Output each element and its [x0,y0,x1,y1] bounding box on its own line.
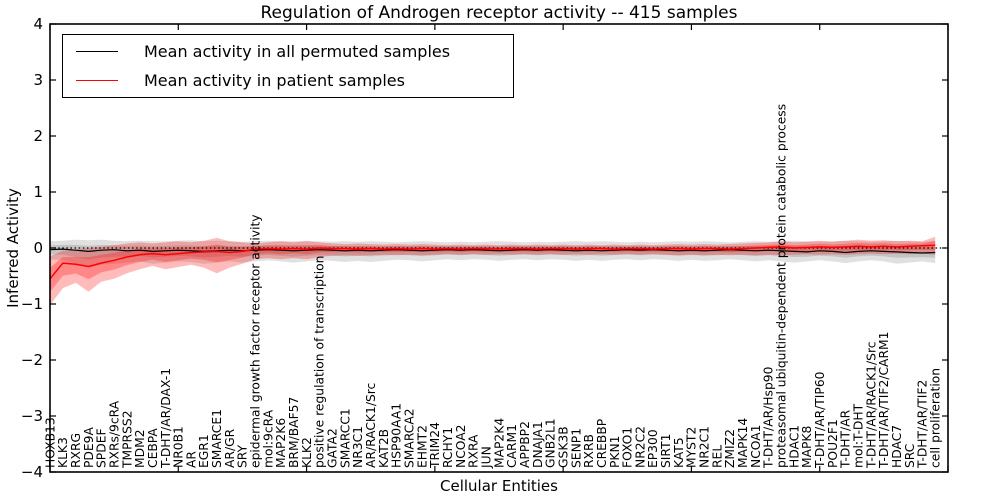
x-tick-label: KLK2 [300,437,314,468]
x-tick-label: T-DHT/AR/Hsp90 [762,367,776,469]
x-tick-label: SMARCA2 [403,408,417,468]
x-tick-label: T-DHT/AR/TIF2/CARM1 [877,332,891,469]
x-tick-label: RXRB [582,434,596,468]
x-tick-label: GNB2L1 [544,418,558,468]
x-tick-label: SIRT1 [659,434,673,468]
x-tick-label: NR2C1 [698,426,712,468]
x-tick-label: KAT2B [377,429,391,468]
x-tick-label: GATA2 [326,428,340,468]
x-tick-label: APPBP2 [518,421,532,468]
x-tick-label: EGR1 [197,434,211,468]
y-tick-label: 3 [33,71,43,89]
x-tick-label: NR3C1 [351,426,365,468]
y-tick-label: 4 [33,15,43,33]
x-tick-label: mol:T-DHT [852,403,866,468]
x-tick-label: HSP90AA1 [390,403,404,468]
x-tick-label: PKN1 [608,435,622,468]
y-tick-label: −2 [21,351,43,369]
x-tick-label: KAT5 [672,437,686,468]
permuted-line-swatch [76,50,118,52]
x-tick-label: TMPRSS2 [120,410,134,469]
x-tick-label: FOXO1 [621,427,635,468]
x-tick-label: ZMIZ2 [723,429,737,468]
x-tick-label: POU2F1 [826,419,840,468]
permuted-samples-spread-band-outer [50,239,936,268]
x-tick-label: SMARCE1 [210,409,224,468]
x-tick-label: NR0B1 [172,426,186,468]
x-tick-label: SENP1 [569,428,583,468]
y-tick-label: −3 [21,407,43,425]
x-tick-label: RCHY1 [441,427,455,468]
x-tick-label: cell proliferation [929,368,943,468]
x-tick-label: SPDEF [95,428,109,468]
x-tick-label: T-DHT/AR/TIF2 [916,380,930,469]
x-tick-label: AR [184,451,198,468]
mean-line-0 [49,248,936,254]
y-tick-label: 0 [33,239,43,257]
x-tick-label: AR/GR [223,428,237,468]
y-tick-label: 1 [33,183,43,201]
legend: Mean activity in all permuted samples Me… [62,34,514,98]
x-axis-label: Cellular Entities [440,477,558,495]
x-tick-label: NCOA1 [749,425,763,468]
patient-samples-spread-band-outer [50,236,936,306]
x-tick-label: MYST2 [685,427,699,468]
x-tick-label: HDAC7 [890,425,904,468]
chart-title: Regulation of Androgen receptor activity… [260,3,738,23]
legend-label-patient: Mean activity in patient samples [144,71,405,91]
x-tick-label: HOXB13 [43,417,57,468]
x-tick-label: PDE9A [82,427,96,468]
x-tick-label: T-DHT/AR/DAX-1 [159,368,173,469]
x-tick-label: RXRA [467,434,481,468]
x-tick-label: T-DHT/AR [839,409,853,469]
x-tick-label: MAPK8 [800,426,814,468]
x-tick-label: MAP2K6 [274,418,288,468]
y-axis-label: Inferred Activity [4,188,22,308]
y-tick-label: −4 [21,463,43,481]
x-tick-label: GSK3B [556,426,570,468]
x-tick-label: RXRs/9cRA [107,400,121,468]
x-tick-label: EHMT2 [415,425,429,468]
x-tick-label: CEBPA [146,428,160,468]
x-tick-label: EP300 [646,429,660,468]
x-tick-label: HDAC1 [787,425,801,468]
x-tick-label: JUN [480,446,494,469]
x-tick-label: DNAJA1 [531,421,545,468]
x-tick-label: KLK3 [56,437,70,468]
x-tick-label: SRC [903,444,917,468]
patient-line-swatch [76,80,118,82]
x-tick-label: CREBBP [595,419,609,468]
x-tick-label: NR2C2 [633,426,647,468]
x-tick-label: MAPK14 [736,418,750,468]
x-tick-label: MAP2K4 [492,418,506,468]
x-tick-label: REL [710,445,724,468]
x-tick-label: CARM1 [505,424,519,468]
legend-item-permuted: Mean activity in all permuted samples [63,38,513,64]
x-tick-label: BRM/BAF57 [287,397,301,468]
legend-label-permuted: Mean activity in all permuted samples [144,41,451,61]
y-tick-label: 2 [33,127,43,145]
x-tick-label: T-DHT/AR/RACK1/Src [864,342,878,470]
legend-item-patient: Mean activity in patient samples [63,68,513,94]
x-tick-label: MDM2 [133,429,147,468]
x-tick-label: NCOA2 [454,425,468,468]
x-tick-label: proteasomal ubiquitin-dependent protein … [775,104,789,468]
x-tick-label: positive regulation of transcription [313,256,327,468]
mean-line-1 [49,244,936,280]
x-tick-label: RXRG [69,433,83,468]
x-tick-label: AR/RACK1/Src [364,383,378,468]
x-tick-label: epidermal growth factor receptor activit… [249,214,263,468]
x-tick-label: TRIM24 [428,422,442,469]
x-tick-label: SRY [236,444,250,468]
x-tick-label: SMARCC1 [338,408,352,468]
x-tick-label: T-DHT/AR/TIP60 [813,372,827,470]
x-tick-label: mol:9cRA [261,409,275,468]
y-tick-label: −1 [21,295,43,313]
